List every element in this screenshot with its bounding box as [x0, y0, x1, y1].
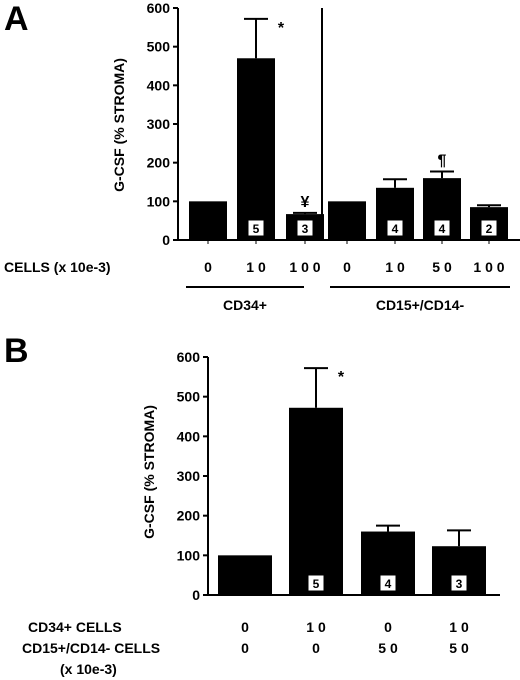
y-tick-label: 400 [147, 77, 171, 93]
panel-b-units-label: (x 10e-3) [60, 661, 117, 677]
n-box [386, 219, 404, 237]
y-tick-label: 500 [147, 39, 171, 55]
panel-a-y-axis-label: G-CSF (% STROMA) [111, 58, 127, 192]
cd15-count-label: 0 [241, 640, 249, 656]
cd15-count-label: 0 [312, 640, 320, 656]
panel-b-cd34-row-label: CD34+ CELLS [28, 619, 122, 635]
x-category-label: 0 [343, 259, 351, 275]
panel-a-bars: 5 * 3 ¥4 4 ¶ 2 [189, 17, 508, 244]
cd15-count-label: 5 0 [378, 640, 398, 656]
y-tick-label: 0 [162, 232, 170, 248]
panel-a-y-ticks: 0 100 200 300 400 500 600 [147, 0, 178, 248]
n-box [296, 219, 314, 237]
n-box [433, 219, 451, 237]
cd15-count-label: 5 0 [449, 640, 469, 656]
n-box [480, 219, 498, 237]
cd34-count-label: 1 0 [306, 619, 326, 635]
x-category-label: 1 0 [385, 259, 405, 275]
significance-annotation: ¶ [438, 153, 447, 170]
y-tick-label: 100 [177, 547, 201, 563]
significance-annotation: ¥ [301, 194, 310, 211]
n-label: 2 [486, 222, 493, 236]
n-box [307, 574, 325, 592]
x-category-label: 1 0 0 [289, 259, 320, 275]
n-box [450, 574, 468, 592]
y-tick-label: 600 [177, 349, 201, 365]
y-tick-label: 600 [147, 0, 171, 16]
n-label: 4 [439, 222, 446, 236]
panel-a-letter: A [4, 0, 29, 38]
y-tick-label: 500 [177, 389, 201, 405]
x-category-label: 1 0 0 [473, 259, 504, 275]
y-tick-label: 300 [147, 116, 171, 132]
n-label: 3 [302, 222, 309, 236]
panel-b-y-axis-label: G-CSF (% STROMA) [141, 405, 157, 539]
n-label: 4 [392, 222, 399, 236]
cd34-count-label: 1 0 [449, 619, 469, 635]
panel-a-cells-row-label: CELLS (x 10e-3) [4, 259, 111, 275]
bar [328, 201, 366, 240]
panel-b-bars: 5 * 4 3 [218, 367, 486, 595]
y-tick-label: 200 [177, 508, 201, 524]
x-category-label: 5 0 [432, 259, 452, 275]
group-label: CD34+ [223, 297, 267, 313]
y-tick-label: 200 [147, 155, 171, 171]
panel-b-cd15-row-label: CD15+/CD14- CELLS [22, 640, 160, 656]
x-category-label: 1 0 [246, 259, 266, 275]
y-tick-label: 0 [192, 587, 200, 603]
y-tick-label: 100 [147, 193, 171, 209]
n-label: 4 [385, 577, 392, 591]
panel-b-y-ticks: 0 100 200 300 400 500 600 [177, 349, 208, 603]
n-label: 3 [456, 577, 463, 591]
cd34-count-label: 0 [241, 619, 249, 635]
group-label: CD15+/CD14- [376, 297, 465, 313]
n-box [379, 574, 397, 592]
n-label: 5 [313, 577, 320, 591]
n-box [247, 219, 265, 237]
cd34-count-label: 0 [384, 619, 392, 635]
panel-b-category-labels: 0 0 1 0 0 0 5 0 1 0 5 0 [241, 619, 469, 656]
panel-a-category-labels: 0 1 0 1 0 0 0 1 0 5 0 1 0 0 [204, 259, 505, 275]
panel-b-letter: B [4, 332, 29, 370]
y-tick-label: 300 [177, 468, 201, 484]
y-tick-label: 400 [177, 428, 201, 444]
bar [237, 58, 275, 241]
n-label: 5 [253, 222, 260, 236]
significance-annotation: * [338, 369, 345, 386]
bar [218, 555, 272, 595]
significance-annotation: * [278, 20, 285, 37]
x-category-label: 0 [204, 259, 212, 275]
bar [289, 407, 343, 595]
bar [189, 201, 227, 240]
panel-a-group-labels: CD34+ CD15+/CD14- [186, 286, 510, 313]
